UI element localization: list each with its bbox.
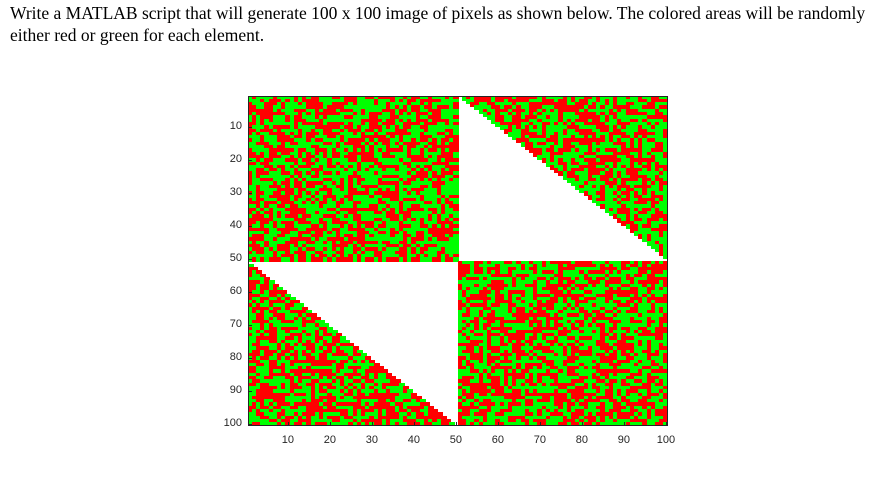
x-tick-label: 50 <box>449 434 463 446</box>
pixel-grid <box>248 96 668 426</box>
y-tick-label: 10 <box>229 120 242 133</box>
y-tick-mark <box>248 160 252 162</box>
y-tick-label: 70 <box>229 318 242 331</box>
question-text: Write a MATLAB script that will generate… <box>10 3 866 45</box>
y-tick-mark <box>248 226 252 228</box>
x-tick-mark <box>581 422 583 426</box>
y-tick-label: 30 <box>229 186 242 199</box>
y-tick-label: 20 <box>229 153 242 166</box>
x-tick-label: 80 <box>575 434 589 446</box>
x-tick-label: 10 <box>281 434 295 446</box>
x-tick-mark <box>623 422 625 426</box>
y-tick-mark <box>248 193 252 195</box>
y-tick-mark <box>248 325 252 327</box>
y-tick-mark <box>248 292 252 294</box>
y-tick-label: 60 <box>229 285 242 298</box>
y-tick-label: 100 <box>223 417 242 430</box>
y-tick-label: 80 <box>229 351 242 364</box>
y-tick-mark <box>248 259 252 261</box>
x-tick-mark <box>455 422 457 426</box>
x-tick-mark <box>371 422 373 426</box>
x-tick-label: 100 <box>656 434 676 446</box>
y-tick-mark <box>248 391 252 393</box>
x-tick-mark <box>497 422 499 426</box>
y-tick-label: 40 <box>229 219 242 232</box>
x-tick-label: 40 <box>407 434 421 446</box>
x-tick-mark <box>539 422 541 426</box>
y-tick-label: 50 <box>229 252 242 265</box>
y-tick-mark <box>248 127 252 129</box>
x-tick-label: 70 <box>533 434 547 446</box>
x-tick-mark <box>413 422 415 426</box>
x-tick-label: 90 <box>617 434 631 446</box>
x-tick-mark <box>329 422 331 426</box>
x-tick-label: 60 <box>491 434 505 446</box>
y-tick-mark <box>248 424 252 426</box>
y-tick-mark <box>248 358 252 360</box>
x-tick-label: 30 <box>365 434 379 446</box>
pixel-image-figure: 10 20 30 40 50 60 70 80 90 100 10 20 30 40 50 60 70 80 90 1… <box>210 90 690 460</box>
x-tick-mark <box>665 422 667 426</box>
x-tick-mark <box>287 422 289 426</box>
x-tick-label: 20 <box>323 434 337 446</box>
y-tick-label: 90 <box>229 384 242 397</box>
